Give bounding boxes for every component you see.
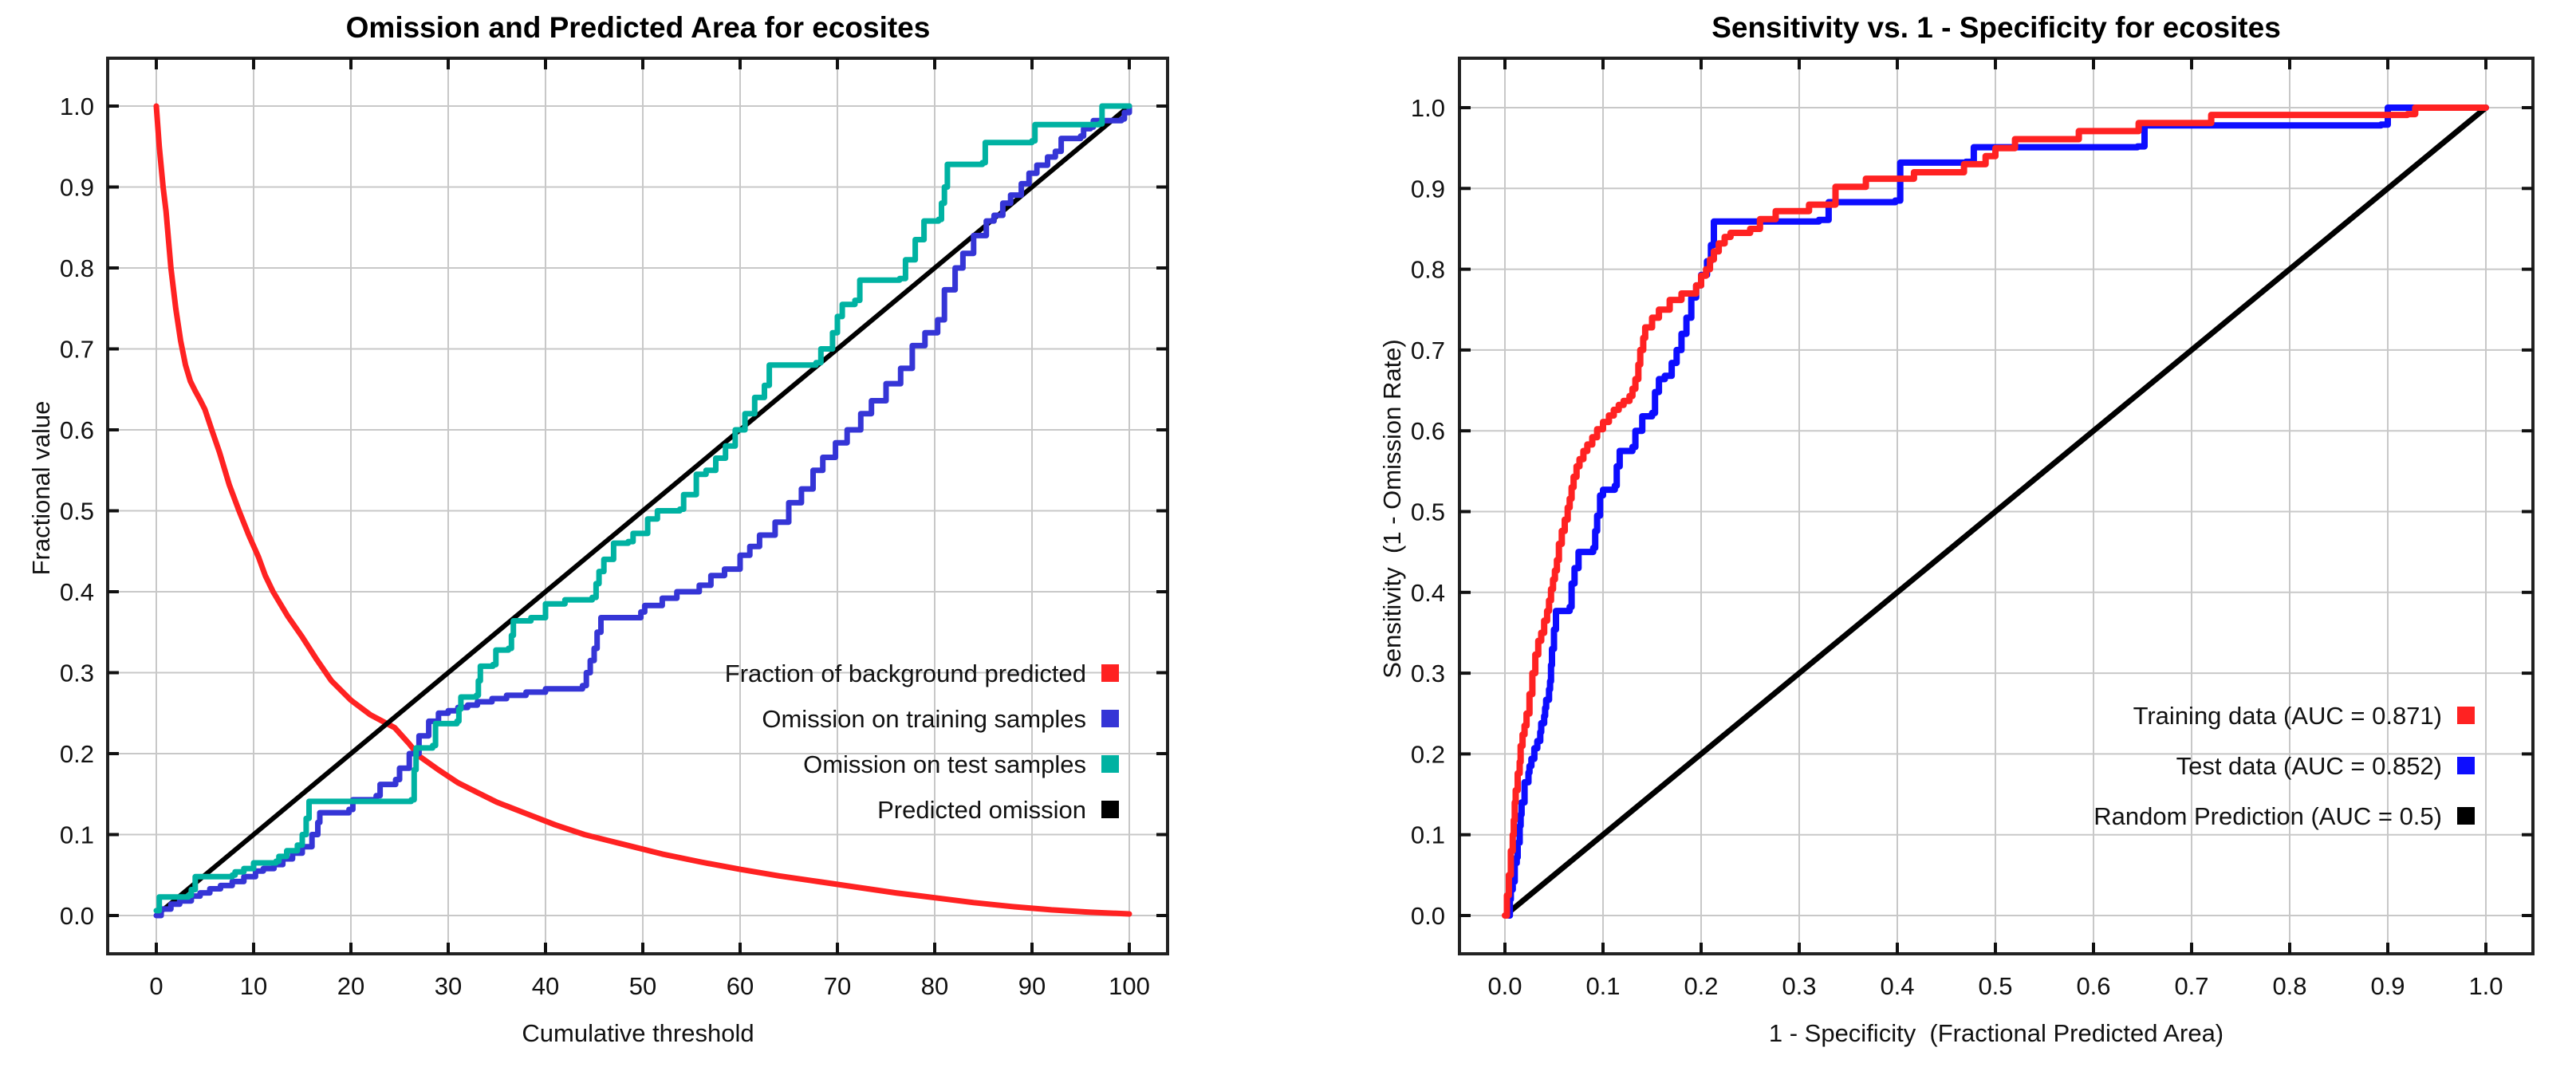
legend-label: Training data (AUC = 0.871) [2133, 702, 2442, 730]
legend-swatch [1101, 801, 1119, 818]
legend-swatch [1101, 710, 1119, 727]
legend-label: Omission on training samples [762, 705, 1086, 733]
y-axis-tick-label: 1.0 [60, 93, 94, 120]
y-axis-tick-label: 0.3 [1411, 660, 1445, 687]
legend-label: Random Prediction (AUC = 0.5) [2093, 802, 2442, 830]
random-prediction-curve [1502, 104, 2489, 919]
y-axis-tick-label: 1.0 [1411, 94, 1445, 122]
y-axis-tick-label: 0.2 [60, 740, 94, 768]
y-axis-tick-label: 0.5 [1411, 498, 1445, 526]
x-axis-tick-label: 100 [1109, 972, 1150, 1000]
y-axis-tick-label: 0.0 [1411, 902, 1445, 930]
omission-on-training-samples-curve [153, 103, 1132, 919]
y-axis-tick-label: 0.8 [60, 254, 94, 282]
legend-item-omission-on-training-samples: Omission on training samples [762, 705, 1119, 733]
predicted-omission-curve [154, 104, 1132, 918]
x-axis-tick-label: 50 [629, 972, 656, 1000]
y-axis-tick-label: 0.6 [1411, 417, 1445, 445]
y-axis-tick-label: 0.5 [60, 498, 94, 526]
y-axis-tick-label: 0.3 [60, 660, 94, 687]
legend-swatch [2457, 807, 2475, 825]
roc-y-axis-label: Sensitivity (1 - Omission Rate) [1378, 339, 1406, 679]
y-axis-tick-label: 0.4 [60, 578, 94, 606]
x-axis-tick-label: 10 [240, 972, 267, 1000]
omission-on-test-samples-curve [153, 103, 1132, 914]
x-axis-tick-label: 0.2 [1684, 972, 1718, 1000]
omission-y-axis-label: Fractional value [27, 400, 55, 576]
roc-chart-title: Sensitivity vs. 1 - Specificity for ecos… [1711, 11, 2281, 44]
legend-label: Omission on test samples [803, 750, 1086, 778]
x-axis-tick-label: 1.0 [2468, 972, 2503, 1000]
x-axis-tick-label: 0.3 [1782, 972, 1816, 1000]
x-axis-tick-label: 90 [1018, 972, 1046, 1000]
x-axis-tick-label: 0.7 [2174, 972, 2208, 1000]
legend-item-omission-on-test-samples: Omission on test samples [803, 750, 1119, 778]
test-data-curve [1505, 104, 2489, 919]
x-axis-tick-label: 30 [435, 972, 462, 1000]
x-axis-tick-label: 20 [337, 972, 364, 1000]
fraction-of-background-predicted-curve [153, 103, 1132, 917]
legend-label: Test data (AUC = 0.852) [2176, 752, 2442, 780]
y-axis-tick-label: 0.7 [60, 336, 94, 364]
omission-x-axis-label: Cumulative threshold [522, 1019, 754, 1047]
legend-swatch [1101, 755, 1119, 773]
x-axis-tick-label: 0.1 [1585, 972, 1620, 1000]
x-axis-tick-label: 80 [921, 972, 948, 1000]
legend-swatch [2457, 707, 2475, 724]
legend-label: Predicted omission [877, 796, 1086, 824]
x-axis-tick-label: 0 [149, 972, 163, 1000]
y-axis-tick-label: 0.6 [60, 416, 94, 444]
y-axis-tick-label: 0.7 [1411, 337, 1445, 364]
x-axis-tick-label: 0.5 [1978, 972, 2012, 1000]
legend-label: Fraction of background predicted [725, 660, 1086, 687]
legend-item-training-data-auc-0-871: Training data (AUC = 0.871) [2133, 702, 2475, 730]
roc-chart: 0.0 0.1 0.2 0.3 0.4 0.5 0.6 0.7 0.8 0.9 1.0 0.0 0.1 0… [1411, 57, 2535, 1000]
legend-item-random-prediction-auc-0-5: Random Prediction (AUC = 0.5) [2093, 802, 2475, 830]
x-axis-tick-label: 0.8 [2272, 972, 2306, 1000]
y-axis-tick-label: 0.1 [1411, 821, 1445, 849]
roc-x-axis-label: 1 - Specificity (Fractional Predicted Ar… [1768, 1019, 2224, 1047]
x-axis-tick-label: 40 [532, 972, 559, 1000]
y-axis-tick-label: 0.2 [1411, 740, 1445, 768]
y-axis-tick-label: 0.1 [60, 821, 94, 849]
x-axis-tick-label: 0.4 [1880, 972, 1914, 1000]
x-axis-tick-label: 70 [824, 972, 851, 1000]
legend-swatch [1101, 664, 1119, 682]
x-axis-tick-label: 0.6 [2076, 972, 2110, 1000]
legend-item-predicted-omission: Predicted omission [877, 796, 1119, 824]
omission-predicted-area-chart: 0 10 20 30 40 50 60 70 80 90 100 0.0 0.1 0.2 0.3 0.4 0.5… [60, 57, 1169, 1000]
training-data-curve [1502, 104, 2489, 919]
plot-border [106, 57, 1169, 955]
y-axis-tick-label: 0.9 [1411, 175, 1445, 203]
omission-chart-title: Omission and Predicted Area for ecosites [345, 11, 931, 44]
y-axis-tick-label: 0.4 [1411, 579, 1445, 607]
y-axis-tick-label: 0.0 [60, 902, 94, 930]
x-axis-tick-label: 0.9 [2370, 972, 2405, 1000]
legend-item-fraction-of-background-predicted: Fraction of background predicted [725, 660, 1119, 687]
y-axis-tick-label: 0.9 [60, 174, 94, 202]
legend-swatch [2457, 757, 2475, 774]
y-axis-tick-label: 0.8 [1411, 256, 1445, 284]
x-axis-tick-label: 60 [727, 972, 754, 1000]
legend-item-test-data-auc-0-852: Test data (AUC = 0.852) [2176, 752, 2475, 780]
x-axis-tick-label: 0.0 [1487, 972, 1522, 1000]
